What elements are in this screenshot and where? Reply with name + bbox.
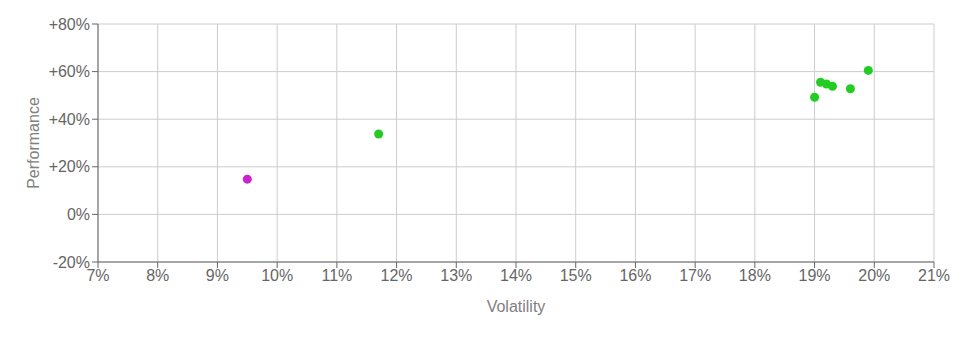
svg-text:10%: 10% [261, 267, 293, 284]
svg-text:12%: 12% [381, 267, 413, 284]
svg-text:21%: 21% [918, 267, 950, 284]
svg-text:+60%: +60% [49, 63, 90, 80]
svg-text:11%: 11% [321, 267, 352, 284]
svg-text:20%: 20% [858, 267, 890, 284]
svg-text:8%: 8% [146, 267, 169, 284]
svg-text:+40%: +40% [49, 111, 90, 128]
svg-text:7%: 7% [86, 267, 110, 285]
svg-text:Volatility: Volatility [487, 298, 546, 315]
svg-text:18%: 18% [739, 267, 771, 284]
svg-text:17%: 17% [679, 267, 711, 284]
svg-text:15%: 15% [560, 267, 592, 284]
svg-text:+80%: +80% [49, 16, 90, 33]
svg-text:16%: 16% [619, 267, 651, 284]
svg-text:9%: 9% [206, 267, 229, 284]
svg-text:19%: 19% [799, 267, 831, 284]
svg-text:+20%: +20% [49, 158, 90, 175]
svg-text:14%: 14% [500, 267, 532, 284]
svg-text:0%: 0% [67, 206, 90, 223]
svg-text:Performance: Performance [25, 97, 42, 189]
svg-text:13%: 13% [440, 267, 472, 284]
svg-text:-20%: -20% [53, 254, 90, 271]
